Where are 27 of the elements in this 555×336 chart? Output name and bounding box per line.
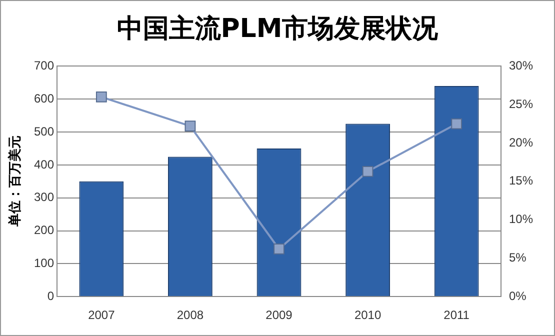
point (274, 244, 284, 254)
y2-tick-label: 5% (508, 250, 527, 265)
x-tick-label: 2007 (88, 308, 116, 322)
y2-tick-label: 30% (508, 58, 534, 73)
y2-tick-label: 0% (508, 288, 527, 303)
y-tick-label: 200 (34, 223, 54, 238)
point (96, 91, 107, 102)
y2-tick-label: 20% (508, 135, 534, 150)
y-axis-title: 单位：百万美元 (6, 136, 24, 226)
y-tick-label: 400 (34, 157, 54, 172)
point (362, 166, 374, 177)
x-tick-label: 2008 (176, 308, 204, 322)
x-tick-label: 2010 (354, 308, 382, 322)
y2-tick-label: 15% (508, 174, 534, 188)
x-tick-label: 2011 (444, 308, 470, 322)
y2-tick-label: 10% (508, 212, 534, 226)
y-tick-label: 0 (47, 288, 54, 303)
x-tick-label: 2009 (266, 308, 293, 322)
y-tick-label: 500 (34, 124, 54, 138)
y-tick-label: 600 (34, 91, 54, 106)
y-tick-label: 100 (34, 256, 54, 270)
chart-title: 中国主流PLM市场发展状况 (116, 13, 440, 46)
y-tick-label: 300 (34, 190, 54, 204)
point (184, 120, 196, 132)
y-tick-label: 700 (34, 58, 54, 73)
y2-tick-label: 25% (508, 96, 534, 111)
point (451, 118, 462, 130)
